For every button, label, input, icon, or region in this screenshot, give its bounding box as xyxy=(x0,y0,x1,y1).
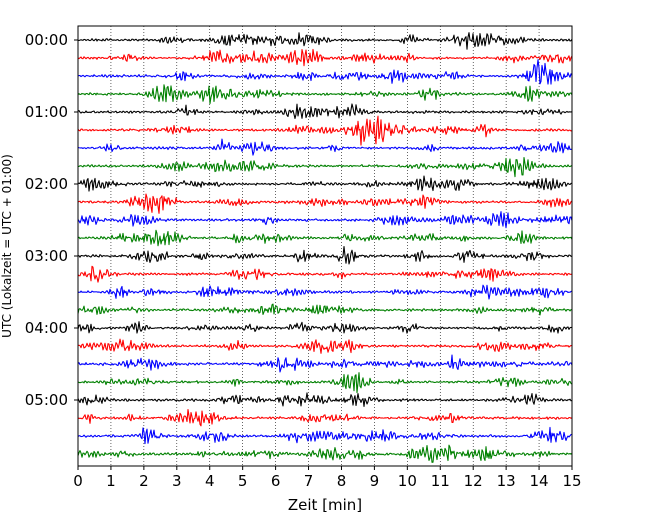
trace-line xyxy=(77,103,573,119)
y-tick-label: 02:00 xyxy=(25,175,68,193)
x-axis-label: Zeit [min] xyxy=(288,496,362,514)
trace-line xyxy=(77,444,573,463)
trace-line xyxy=(77,115,573,146)
trace-line xyxy=(77,175,573,192)
trace-line xyxy=(77,265,573,283)
x-tick-label: 11 xyxy=(431,472,450,490)
x-tick-label: 3 xyxy=(172,472,182,490)
trace-line xyxy=(77,372,573,394)
trace-line xyxy=(77,245,573,265)
trace-line xyxy=(77,409,573,427)
x-tick-label: 5 xyxy=(238,472,248,490)
trace-line xyxy=(77,84,573,105)
trace-line xyxy=(78,156,573,178)
trace-line xyxy=(77,392,573,407)
trace-line xyxy=(77,32,573,50)
trace-line xyxy=(77,321,573,334)
vertical-grid xyxy=(110,26,540,466)
trace-line xyxy=(77,193,573,214)
seismic-traces xyxy=(77,32,573,463)
y-axis-ticks: 00:00 01:00 02:00 03:00 04:00 05:00 xyxy=(25,31,78,409)
x-tick-label: 10 xyxy=(398,472,417,490)
trace-line xyxy=(77,354,573,373)
trace-line xyxy=(77,211,573,229)
trace-line xyxy=(77,59,573,85)
x-tick-label: 14 xyxy=(530,472,549,490)
trace-line xyxy=(77,426,573,445)
x-tick-label: 8 xyxy=(337,472,347,490)
trace-line xyxy=(77,338,573,354)
x-tick-label: 15 xyxy=(562,472,581,490)
x-tick-label: 6 xyxy=(271,472,281,490)
trace-line xyxy=(77,284,573,300)
x-tick-label: 7 xyxy=(304,472,314,490)
x-tick-label: 9 xyxy=(370,472,380,490)
y-tick-label: 03:00 xyxy=(25,247,68,265)
y-tick-label: 00:00 xyxy=(25,31,68,49)
y-tick-label: 05:00 xyxy=(25,391,68,409)
trace-line xyxy=(77,48,573,67)
x-tick-label: 2 xyxy=(139,472,149,490)
y-tick-label: 04:00 xyxy=(25,319,68,337)
trace-line xyxy=(77,138,573,156)
x-tick-label: 1 xyxy=(106,472,116,490)
trace-line xyxy=(77,303,573,316)
y-tick-label: 01:00 xyxy=(25,103,68,121)
x-tick-label: 13 xyxy=(497,472,516,490)
x-axis-ticks: 0 1 2 3 4 5 6 7 8 9 10 11 12 13 14 15 xyxy=(73,466,582,490)
y-axis-label: UTC (Lokalzeit = UTC + 01:00) xyxy=(0,154,14,338)
x-tick-label: 4 xyxy=(205,472,215,490)
plot-frame xyxy=(77,25,573,467)
x-tick-label: 0 xyxy=(73,472,83,490)
trace-line xyxy=(77,229,573,247)
x-tick-label: 12 xyxy=(464,472,483,490)
